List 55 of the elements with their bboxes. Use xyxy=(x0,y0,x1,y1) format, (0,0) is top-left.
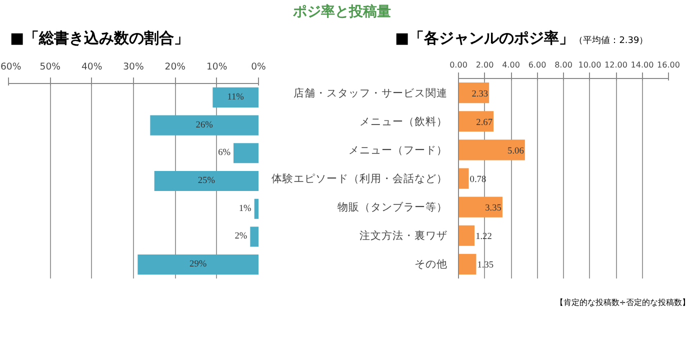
data-label: 0.78 xyxy=(470,175,486,185)
x-tick-label: 60% xyxy=(0,62,22,72)
data-label: 25% xyxy=(198,176,216,186)
x-tick-label: 14.00 xyxy=(630,60,654,70)
bar xyxy=(254,198,258,219)
bar xyxy=(458,254,476,274)
text: 【肯定的な投稿数÷否定的な投稿数】 xyxy=(554,297,690,308)
bar xyxy=(234,143,258,164)
x-tick-label: 12.00 xyxy=(604,60,628,70)
bar xyxy=(138,254,258,275)
bar xyxy=(458,82,490,104)
x-tick-label: 8.00 xyxy=(554,60,572,70)
data-label: 11% xyxy=(227,92,244,102)
x-tick-label: 0.00 xyxy=(450,60,468,70)
bar xyxy=(458,111,494,132)
text: ポジ率と投稿量 xyxy=(292,2,391,22)
x-tick-label: 2.00 xyxy=(476,60,494,70)
x-tick-label: 0% xyxy=(251,62,266,72)
x-tick-label: 40% xyxy=(81,62,102,72)
x-tick-label: 30% xyxy=(123,62,144,72)
data-label: 29% xyxy=(190,260,207,270)
x-tick-label: 10% xyxy=(206,62,228,72)
y-tick-label: その他 xyxy=(414,258,448,271)
x-tick-label: 20% xyxy=(164,62,186,72)
bar xyxy=(458,140,525,160)
bar xyxy=(212,87,258,108)
x-tick-label: 16.00 xyxy=(657,60,680,70)
data-label: 3.35 xyxy=(485,204,502,214)
data-label: 1% xyxy=(238,204,252,214)
bar xyxy=(150,115,258,136)
bar xyxy=(154,170,258,192)
x-tick-label: 10.00 xyxy=(578,60,602,70)
data-label: 2.67 xyxy=(476,118,493,128)
y-tick-label: 体験エピソード（利用・会話など） xyxy=(272,172,448,185)
y-tick-label: 注文方法・裏ワザ xyxy=(360,229,448,242)
data-label: 26% xyxy=(196,120,214,130)
data-label: 2% xyxy=(234,232,248,242)
x-tick-label: 4.00 xyxy=(502,60,520,70)
x-tick-label: 50% xyxy=(40,62,61,72)
x-tick-label: 6.00 xyxy=(528,60,546,70)
bar xyxy=(250,226,258,247)
data-label: 2.33 xyxy=(472,89,488,100)
data-label: 1.22 xyxy=(476,232,492,242)
data-label: 5.06 xyxy=(508,146,524,156)
bar xyxy=(458,196,502,218)
data-label: 6% xyxy=(218,148,231,158)
chart-title: ■「総書き込み数の割合」 xyxy=(9,28,190,49)
y-tick-label: 店舗・スタッフ・サービス関連 xyxy=(294,86,448,100)
bar xyxy=(458,168,469,189)
y-tick-label: メニュー（飲料） xyxy=(360,114,448,128)
data-label: 1.35 xyxy=(477,260,494,271)
y-tick-label: メニュー（フード） xyxy=(348,143,448,156)
bar xyxy=(458,225,475,246)
y-tick-label: 物販（タンブラー等） xyxy=(338,200,448,214)
text: （平均値：2.39） xyxy=(574,36,648,46)
